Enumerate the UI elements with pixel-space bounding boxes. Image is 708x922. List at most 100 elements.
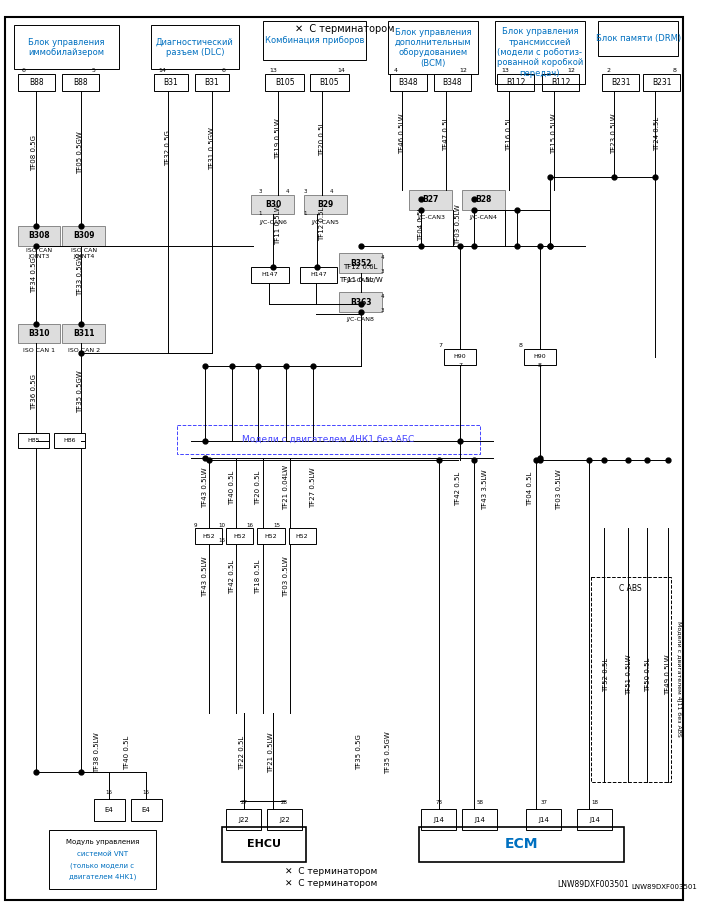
Text: J/C-CAN5: J/C-CAN5	[312, 219, 340, 225]
Text: 8: 8	[673, 67, 676, 73]
Text: TF43 0.5LW: TF43 0.5LW	[202, 467, 207, 508]
Text: системой VNT: системой VNT	[76, 851, 128, 857]
Text: TF20 0.5L: TF20 0.5L	[319, 121, 325, 156]
Text: H147: H147	[310, 272, 327, 278]
Text: TF36 0.5G: TF36 0.5G	[31, 373, 37, 409]
Bar	[267, 809, 302, 831]
Text: J14: J14	[433, 817, 444, 822]
Text: TF03 0.5LW: TF03 0.5LW	[556, 469, 562, 510]
Text: TF19 0.5LW: TF19 0.5LW	[275, 118, 281, 159]
Text: Блок управления
иммобилайзером: Блок управления иммобилайзером	[28, 38, 105, 57]
Text: B309: B309	[73, 231, 95, 241]
Text: J/C-CAN8: J/C-CAN8	[347, 317, 375, 322]
Text: B231: B231	[611, 77, 631, 87]
Text: J14: J14	[474, 817, 485, 822]
Text: 78: 78	[435, 800, 442, 805]
Text: TF12 0.5L: TF12 0.5L	[319, 207, 325, 242]
Text: B27: B27	[423, 195, 439, 205]
Bar	[497, 74, 534, 90]
Text: B363: B363	[350, 298, 372, 307]
Text: C ABS: C ABS	[620, 585, 642, 593]
Text: J14: J14	[539, 817, 549, 822]
Bar	[54, 432, 85, 448]
Text: TF32 0.5G: TF32 0.5G	[165, 130, 171, 166]
Text: 16: 16	[143, 790, 149, 796]
Text: ISO CAN 1: ISO CAN 1	[23, 349, 55, 353]
Text: 2: 2	[606, 67, 610, 73]
Text: 13: 13	[269, 67, 277, 73]
Text: TF04 0.5L: TF04 0.5L	[527, 472, 533, 506]
Text: B105: B105	[275, 77, 295, 87]
Text: Блок управления
дополнительным
оборудованием
(BCM): Блок управления дополнительным оборудова…	[394, 28, 471, 68]
Text: TF11 0.5L/W: TF11 0.5L/W	[338, 277, 382, 283]
Text: TF38 0.5LW: TF38 0.5LW	[94, 732, 101, 773]
Text: TF43 0.5LW: TF43 0.5LW	[202, 557, 207, 597]
Bar	[339, 254, 382, 273]
Text: E4: E4	[105, 807, 113, 813]
Text: TF03 0.5LW: TF03 0.5LW	[282, 557, 289, 597]
Text: B105: B105	[319, 77, 339, 87]
Text: 58: 58	[476, 800, 483, 805]
Text: B352: B352	[350, 259, 371, 267]
Text: B231: B231	[652, 77, 672, 87]
Bar	[577, 809, 612, 831]
Text: Модели с двигателем 4J11 без ABS: Модели с двигателем 4J11 без ABS	[676, 621, 681, 738]
Bar	[304, 195, 347, 215]
Text: 4: 4	[286, 190, 290, 195]
Text: TF35 0.5GW: TF35 0.5GW	[385, 731, 391, 774]
Text: H147: H147	[262, 272, 278, 278]
Text: TF43 3.5LW: TF43 3.5LW	[482, 469, 489, 510]
Text: J/C-CAN4: J/C-CAN4	[469, 215, 498, 219]
Text: B29: B29	[317, 200, 333, 209]
Text: TF15 0.5LW: TF15 0.5LW	[551, 113, 556, 154]
Bar	[154, 74, 188, 90]
Bar	[62, 226, 105, 245]
Text: TF21 0.5LW: TF21 0.5LW	[268, 732, 274, 773]
Bar	[263, 21, 365, 61]
Text: Комбинация приборов: Комбинация приборов	[265, 36, 364, 45]
Text: Модуль управления: Модуль управления	[66, 839, 139, 845]
Text: H52: H52	[265, 534, 278, 538]
Text: TF40 0.5L: TF40 0.5L	[229, 470, 235, 504]
Text: B310: B310	[28, 329, 50, 337]
Text: B308: B308	[28, 231, 50, 241]
Text: двигателем 4HK1): двигателем 4HK1)	[69, 874, 136, 881]
Bar	[226, 809, 261, 831]
Text: TF40 0.5L: TF40 0.5L	[124, 735, 130, 770]
Text: TF03 0.5LW: TF03 0.5LW	[455, 204, 461, 244]
Text: TF24 0.5L: TF24 0.5L	[654, 116, 660, 150]
Bar	[421, 809, 456, 831]
Text: TF42 0.5L: TF42 0.5L	[229, 560, 235, 594]
Text: TF51 0.5LW: TF51 0.5LW	[626, 654, 632, 695]
Bar	[251, 267, 289, 283]
Text: ISO CAN
JOINT4: ISO CAN JOINT4	[71, 248, 97, 259]
Text: TF08 0.5G: TF08 0.5G	[31, 135, 37, 171]
Text: 1: 1	[303, 211, 307, 216]
Text: B88: B88	[29, 77, 43, 87]
Bar	[93, 799, 125, 821]
Text: B348: B348	[399, 77, 418, 87]
Text: 12: 12	[459, 67, 467, 73]
Bar	[62, 74, 99, 90]
Text: B31: B31	[164, 77, 178, 87]
Text: TF23 0.5LW: TF23 0.5LW	[611, 113, 617, 154]
Bar	[590, 577, 670, 782]
Text: 12: 12	[567, 67, 575, 73]
Bar	[434, 74, 471, 90]
Bar	[18, 432, 49, 448]
Text: H85: H85	[27, 438, 40, 443]
Bar	[18, 324, 60, 343]
Text: J/C-CAN7: J/C-CAN7	[347, 278, 375, 283]
Text: TF31 0.5GW: TF31 0.5GW	[210, 126, 215, 170]
Bar	[265, 74, 304, 90]
Text: TF49 0.5LW: TF49 0.5LW	[665, 654, 670, 695]
Text: TF35 0.5G: TF35 0.5G	[355, 735, 362, 771]
Bar	[598, 21, 678, 55]
Bar	[151, 25, 239, 69]
Bar	[603, 74, 639, 90]
Text: J14: J14	[589, 817, 600, 822]
Text: 16: 16	[219, 538, 226, 543]
Text: B112: B112	[551, 77, 570, 87]
Bar	[462, 809, 497, 831]
Text: J/C-CAN6: J/C-CAN6	[259, 219, 287, 225]
